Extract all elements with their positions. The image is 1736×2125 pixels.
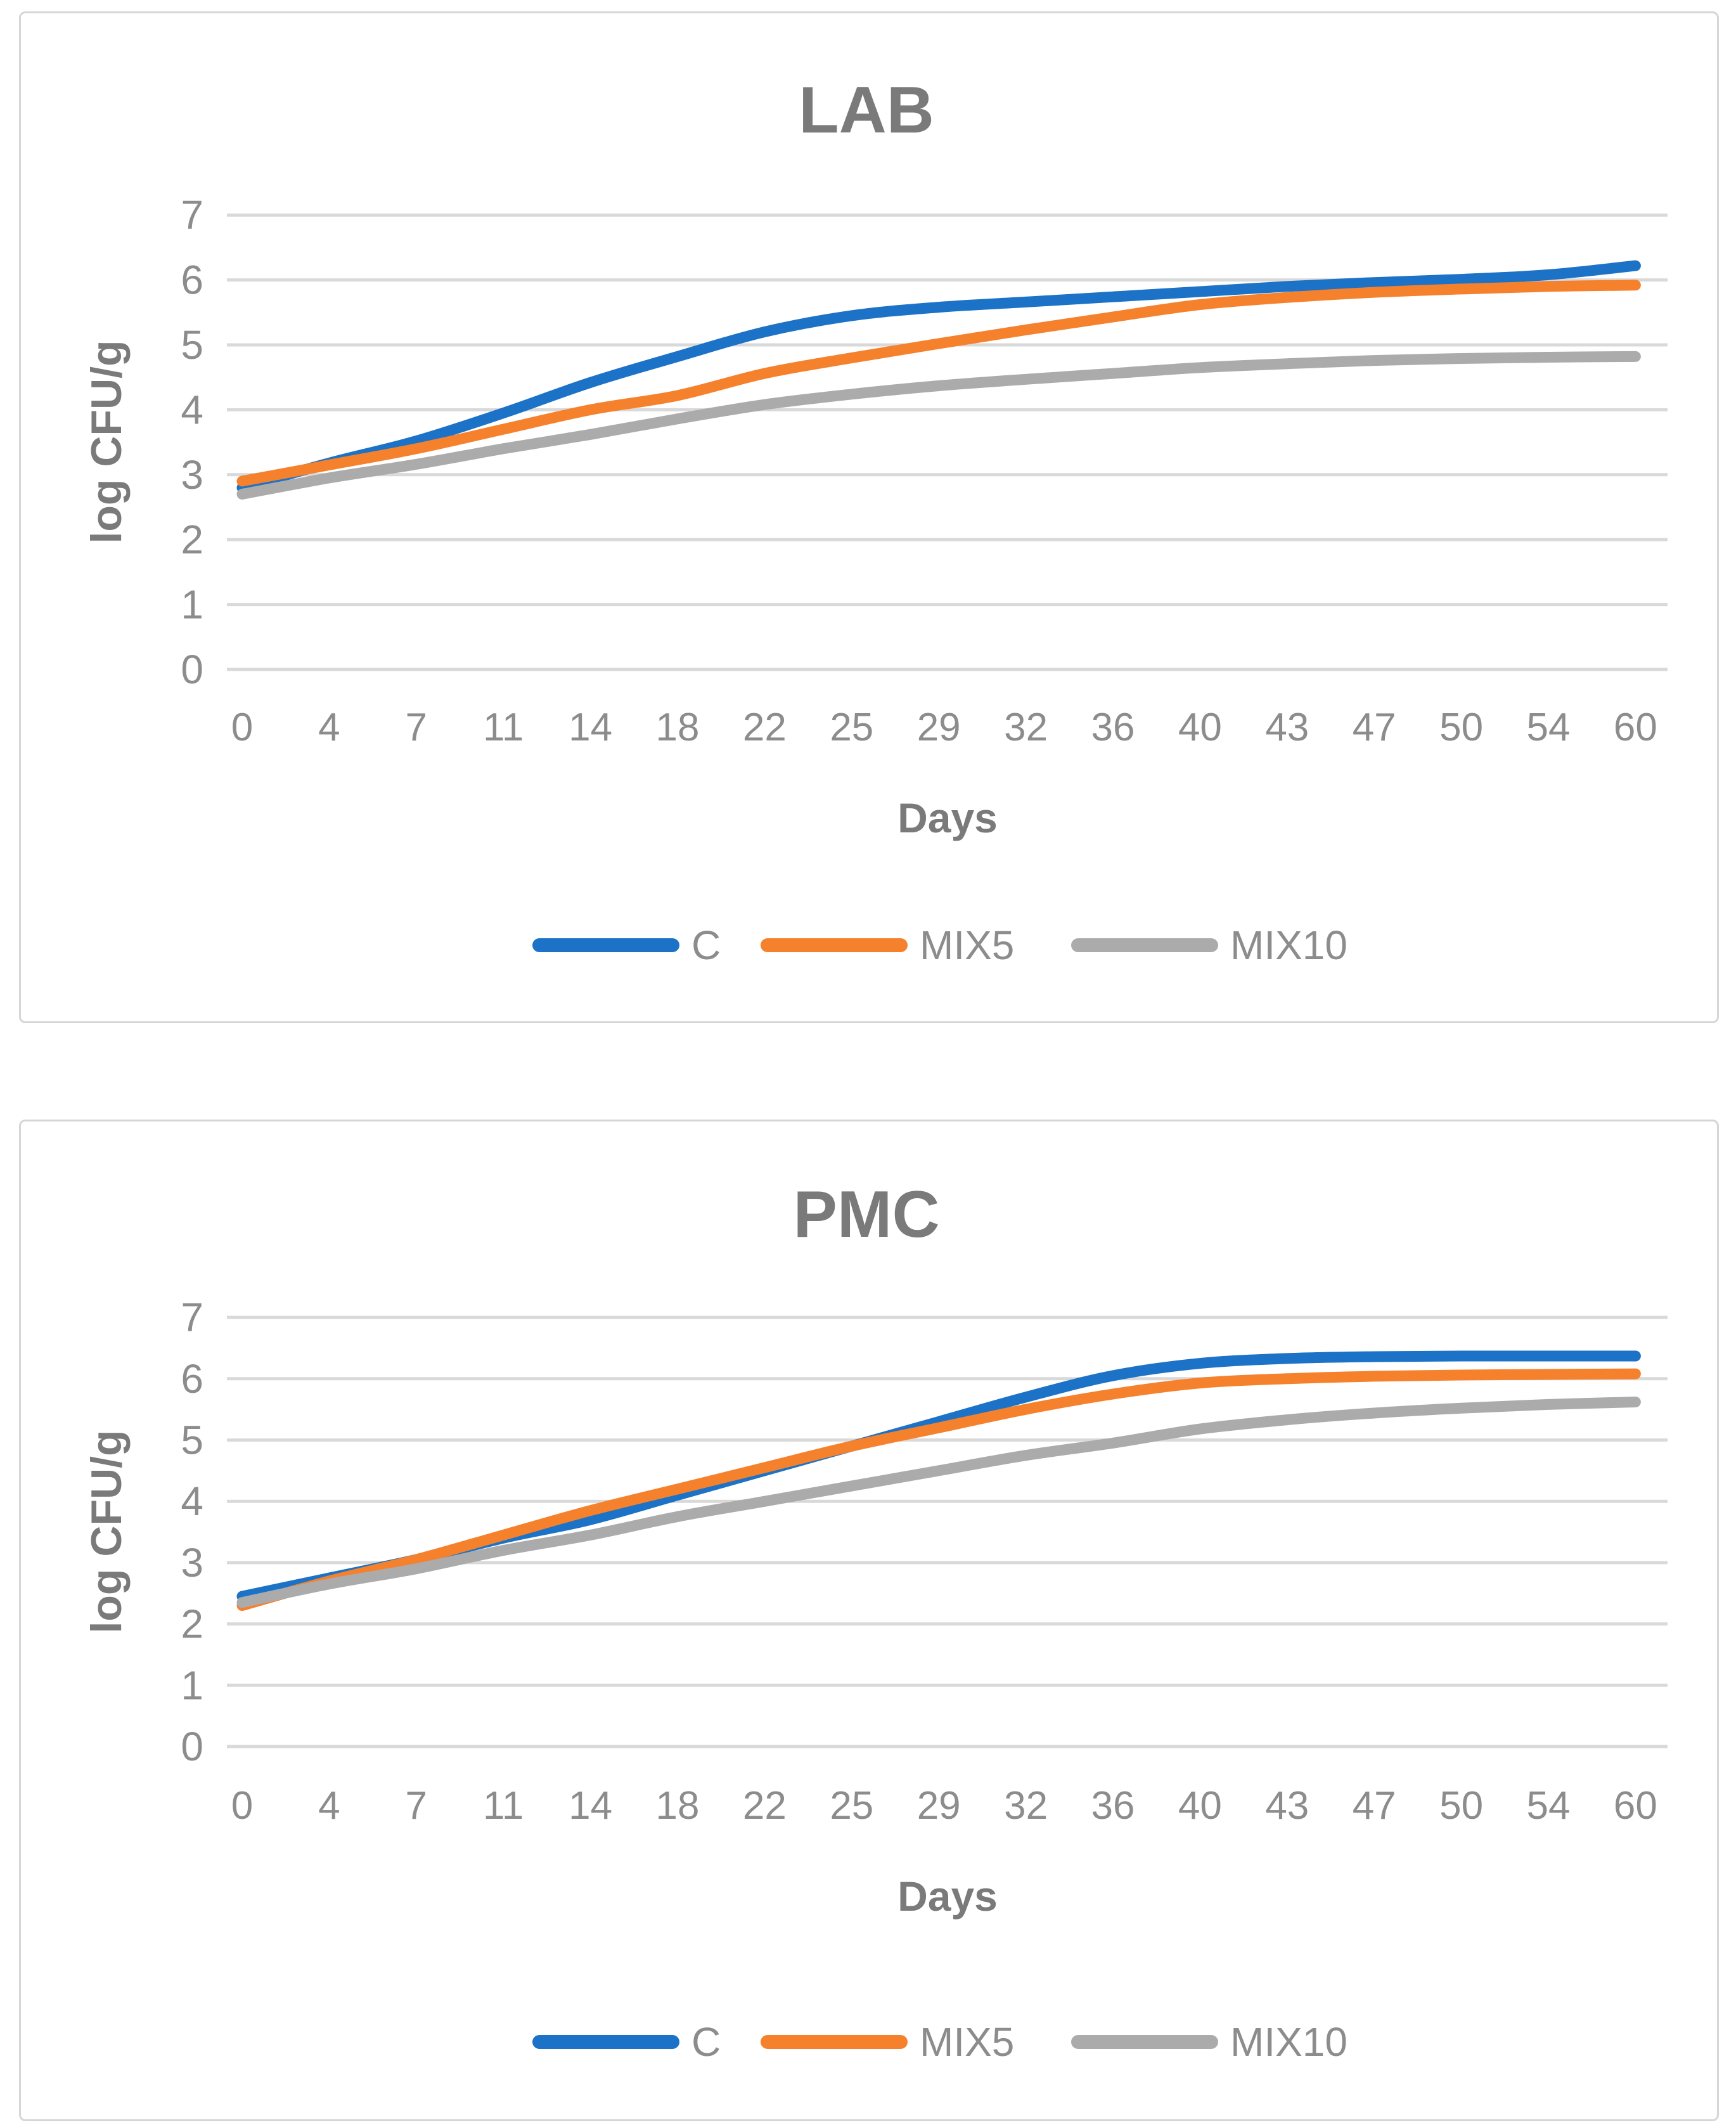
x-tick-label: 60 bbox=[1614, 1784, 1657, 1828]
x-tick-label: 22 bbox=[743, 1784, 787, 1828]
x-tick-label: 14 bbox=[569, 706, 612, 749]
y-tick-label: 4 bbox=[181, 1478, 203, 1524]
legend-label-MIX5: MIX5 bbox=[920, 922, 1014, 968]
y-axis-title: log CFU/g bbox=[82, 1430, 131, 1633]
x-tick-label: 11 bbox=[483, 1784, 524, 1828]
x-tick-label: 4 bbox=[318, 706, 340, 749]
x-tick-label: 22 bbox=[743, 706, 787, 749]
x-tick-label: 14 bbox=[569, 1784, 612, 1828]
y-tick-label: 1 bbox=[181, 1662, 203, 1708]
y-tick-label: 2 bbox=[181, 517, 203, 562]
y-tick-label: 2 bbox=[181, 1601, 203, 1647]
x-tick-label: 7 bbox=[406, 1784, 427, 1828]
x-tick-label: 43 bbox=[1265, 706, 1309, 749]
y-tick-label: 3 bbox=[181, 1540, 203, 1586]
y-tick-label: 5 bbox=[181, 1418, 203, 1463]
y-tick-label: 0 bbox=[181, 1724, 203, 1769]
y-tick-label: 7 bbox=[181, 192, 203, 238]
x-tick-label: 0 bbox=[231, 1784, 253, 1828]
x-tick-label: 47 bbox=[1353, 706, 1396, 749]
y-tick-label: 7 bbox=[181, 1295, 203, 1340]
chart-title: LAB bbox=[799, 74, 934, 147]
x-tick-label: 40 bbox=[1178, 1784, 1222, 1828]
x-tick-label: 36 bbox=[1091, 1784, 1135, 1828]
y-tick-label: 1 bbox=[181, 582, 203, 628]
series-line-MIX5 bbox=[236, 1368, 1641, 1612]
y-tick-label: 0 bbox=[181, 647, 203, 692]
x-tick-label: 50 bbox=[1439, 706, 1483, 749]
x-tick-label: 7 bbox=[406, 706, 427, 749]
y-tick-label: 6 bbox=[181, 257, 203, 303]
y-tick-label: 5 bbox=[181, 322, 203, 368]
x-tick-label: 0 bbox=[231, 706, 253, 749]
y-tick-label: 4 bbox=[181, 387, 203, 432]
x-tick-label: 32 bbox=[1004, 706, 1048, 749]
x-tick-label: 29 bbox=[917, 1784, 961, 1828]
legend-label-MIX5: MIX5 bbox=[920, 2019, 1014, 2065]
x-tick-label: 32 bbox=[1004, 1784, 1048, 1828]
x-tick-label: 36 bbox=[1091, 706, 1135, 749]
x-tick-label: 50 bbox=[1439, 1784, 1483, 1828]
x-tick-label: 40 bbox=[1178, 706, 1222, 749]
series-line-MIX5 bbox=[236, 280, 1641, 487]
chart-title: PMC bbox=[793, 1178, 939, 1251]
legend-label-MIX10: MIX10 bbox=[1230, 922, 1347, 968]
x-tick-label: 54 bbox=[1527, 706, 1571, 749]
series-line-C bbox=[236, 260, 1641, 493]
y-tick-label: 3 bbox=[181, 452, 203, 498]
series-line-MIX10 bbox=[236, 351, 1641, 500]
x-axis-title: Days bbox=[897, 794, 998, 841]
y-axis-title: log CFU/g bbox=[82, 340, 131, 543]
legend-label-MIX10: MIX10 bbox=[1230, 2019, 1347, 2065]
x-tick-label: 54 bbox=[1527, 1784, 1571, 1828]
legend-label-C: C bbox=[691, 922, 721, 968]
x-tick-label: 18 bbox=[656, 1784, 700, 1828]
legend-label-C: C bbox=[691, 2019, 721, 2065]
x-tick-label: 25 bbox=[830, 1784, 873, 1828]
x-tick-label: 18 bbox=[656, 706, 700, 749]
x-tick-label: 25 bbox=[830, 706, 873, 749]
x-tick-label: 29 bbox=[917, 706, 961, 749]
x-tick-label: 4 bbox=[318, 1784, 340, 1828]
series-line-MIX10 bbox=[236, 1397, 1641, 1608]
lab-chart-panel: LAB 0 1 2 3 4 5 6 7 log CFU/g 0 4 7 11 14 18 22 25 29 32 36 4… bbox=[19, 11, 1719, 1023]
x-axis-title: Days bbox=[897, 1873, 998, 1920]
pmc-chart-panel: PMC 0 1 2 3 4 5 6 7 log CFU/g 0 4 7 11 14 18 22 25 29 32 36 4… bbox=[19, 1120, 1719, 2121]
x-tick-label: 47 bbox=[1353, 1784, 1396, 1828]
x-tick-label: 11 bbox=[483, 706, 524, 749]
x-tick-label: 43 bbox=[1265, 1784, 1309, 1828]
x-tick-label: 60 bbox=[1614, 706, 1657, 749]
y-tick-label: 6 bbox=[181, 1356, 203, 1402]
